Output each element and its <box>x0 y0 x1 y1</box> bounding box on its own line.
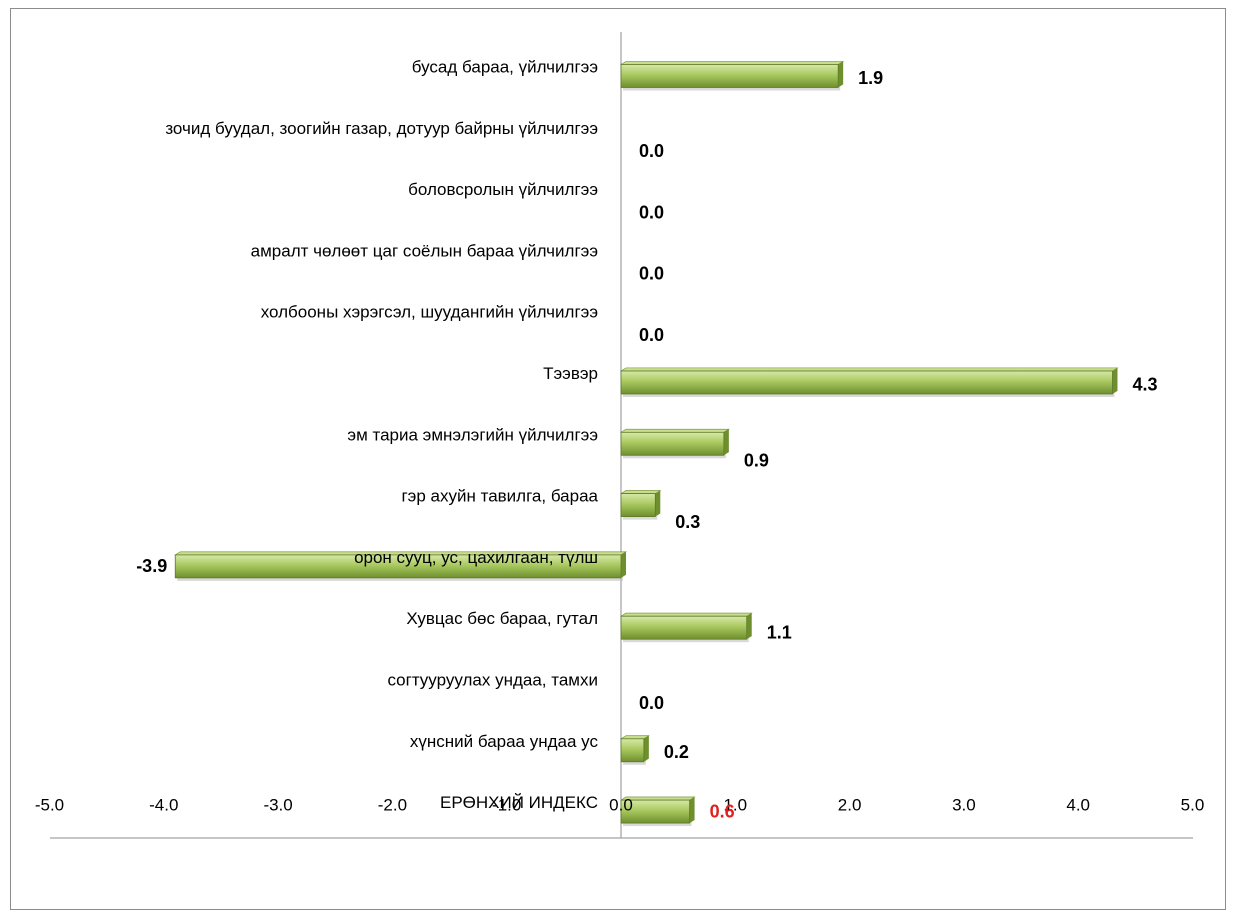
x-tick-label: -2.0 <box>378 795 407 814</box>
data-label: 1.1 <box>767 622 792 642</box>
bar <box>619 612 753 643</box>
x-tick-label: -1.0 <box>492 795 521 814</box>
category-label: Тээвэр <box>543 364 598 383</box>
bar <box>619 428 730 459</box>
data-label: 0.0 <box>639 325 664 345</box>
category-label: хүнсний бараа ундаа ус <box>410 732 599 751</box>
data-label: 0.0 <box>639 141 664 161</box>
data-label: 4.3 <box>1132 374 1157 394</box>
x-tick-label: 1.0 <box>723 795 747 814</box>
category-label: согтууруулах ундаа, тамхи <box>387 670 598 689</box>
data-label: 0.2 <box>664 742 689 762</box>
category-label: ЕРӨНХИЙ ИНДЕКС <box>440 793 598 812</box>
category-label: амралт чөлөөт цаг соёлын бараа үйлчилгээ <box>251 241 598 260</box>
category-label: орон сууц, ус, цахилгаан, түлш <box>354 548 598 567</box>
x-tick-label: 5.0 <box>1181 795 1205 814</box>
category-label: бусад бараа, үйлчилгээ <box>412 57 598 76</box>
data-label: 0.0 <box>639 264 664 284</box>
x-tick-label: 2.0 <box>838 795 862 814</box>
data-label: 0.6 <box>710 801 735 821</box>
data-label: 0.3 <box>675 512 700 532</box>
data-label: 0.9 <box>744 451 769 471</box>
bar <box>619 61 845 91</box>
x-tick-label: 3.0 <box>952 795 976 814</box>
category-label: холбооны хэрэгсэл, шуудангийн үйлчилгээ <box>261 303 598 322</box>
x-tick-label: 4.0 <box>1066 795 1090 814</box>
x-tick-label: -3.0 <box>263 795 292 814</box>
category-label: эм тариа эмнэлэгийн үйлчилгээ <box>347 425 598 444</box>
category-label: боловсролын үйлчилгээ <box>408 180 598 199</box>
bar <box>619 367 1119 397</box>
data-label: -3.9 <box>136 556 167 576</box>
bar <box>619 490 662 520</box>
data-label: 1.9 <box>858 68 883 88</box>
x-tick-label: 0.0 <box>609 795 633 814</box>
x-tick-label: -4.0 <box>149 795 178 814</box>
bars <box>174 61 1119 827</box>
bar <box>619 735 650 765</box>
chart-frame <box>10 8 1226 910</box>
category-label: Хувцас бөс бараа, гутал <box>406 609 598 628</box>
bar <box>619 796 696 827</box>
labels: -5.0 -4.0 -3.0 -2.0 -1.0 0.0 1.0 2.0 3.0 4.0 5.0 бу… <box>35 57 1204 821</box>
x-tick-label: -5.0 <box>35 795 64 814</box>
bar <box>174 551 628 581</box>
data-label: 0.0 <box>639 693 664 713</box>
category-label: гэр ахуйн тавилга, бараа <box>401 487 598 506</box>
category-label: зочид буудал, зоогийн газар, дотуур байр… <box>165 119 598 138</box>
data-label: 0.0 <box>639 202 664 222</box>
